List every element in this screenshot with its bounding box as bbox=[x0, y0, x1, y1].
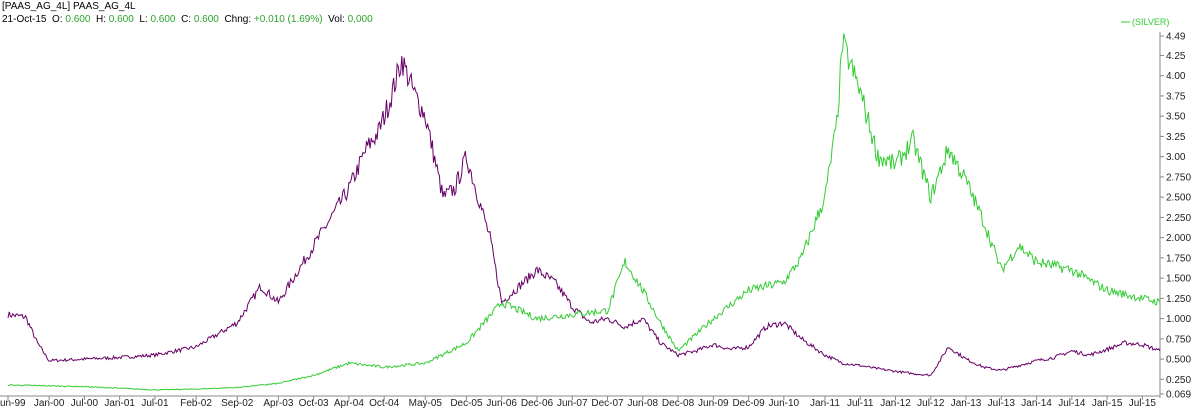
x-tick-label: Apr-03 bbox=[263, 398, 293, 409]
close-value: 0.600 bbox=[193, 14, 219, 25]
x-tick-label: Dec-05 bbox=[450, 398, 483, 409]
y-tick-label: 2.000 bbox=[1166, 233, 1191, 244]
x-tick-label: Jan-13 bbox=[951, 398, 982, 409]
x-tick-label: Jul-13 bbox=[988, 398, 1016, 409]
y-tick-label: 0.069 bbox=[1166, 390, 1191, 401]
x-tick-label: un-99 bbox=[0, 398, 26, 409]
x-tick-label: Jan-14 bbox=[1021, 398, 1052, 409]
legend-label: (SILVER) bbox=[1132, 17, 1169, 27]
x-tick-label: Jan-11 bbox=[810, 398, 840, 409]
x-tick-label: Jan-12 bbox=[880, 398, 911, 409]
low-value: 0.600 bbox=[150, 14, 176, 25]
y-tick-label: 1.250 bbox=[1166, 294, 1191, 305]
series-lines bbox=[7, 33, 1161, 391]
close-label: C: bbox=[181, 14, 192, 25]
y-tick-label: 4.25 bbox=[1166, 51, 1186, 62]
x-tick-label: Dec-06 bbox=[521, 398, 554, 409]
y-tick-label: 0.250 bbox=[1166, 375, 1191, 386]
volume-value: 0,000 bbox=[347, 14, 373, 25]
high-value: 0.600 bbox=[108, 14, 134, 25]
x-tick-label: Jul-11 bbox=[847, 398, 874, 409]
x-tick-label: Apr-04 bbox=[334, 398, 364, 409]
x-tick-label: Jan-00 bbox=[34, 398, 65, 409]
y-tick-label: 3.25 bbox=[1166, 132, 1186, 143]
x-tick-label: Jul-15 bbox=[1129, 398, 1157, 409]
x-tick-label: Jul-01 bbox=[141, 398, 169, 409]
x-tick-label: Jun-08 bbox=[627, 398, 658, 409]
y-tick-label: 2.250 bbox=[1166, 213, 1191, 224]
x-tick-label: Jan-01 bbox=[104, 398, 135, 409]
change-label: Chng: bbox=[224, 14, 252, 25]
y-tick-label: 2.750 bbox=[1166, 172, 1191, 183]
x-tick-label: Sep-02 bbox=[221, 398, 254, 409]
legend: (SILVER) bbox=[1121, 17, 1169, 27]
y-tick-label: 3.50 bbox=[1166, 112, 1186, 123]
series-line-0 bbox=[7, 55, 1161, 377]
y-tick-label: 1.000 bbox=[1166, 314, 1191, 325]
y-tick-label: 3.00 bbox=[1166, 152, 1186, 163]
x-tick-label: Jun-10 bbox=[769, 398, 800, 409]
x-tick-label: Jan-15 bbox=[1092, 398, 1123, 409]
x-tick-label: Jul-14 bbox=[1058, 398, 1086, 409]
readout-date: 21-Oct-15 bbox=[2, 14, 47, 25]
volume-label: Vol: bbox=[328, 14, 345, 25]
open-value: 0.600 bbox=[65, 14, 91, 25]
y-tick-label: 0.500 bbox=[1166, 355, 1191, 366]
chart-symbol-title: [PAAS_AG_4L] PAAS_AG_4L bbox=[2, 1, 136, 12]
x-tick-label: Jul-00 bbox=[71, 398, 99, 409]
x-tick-label: Jul-12 bbox=[917, 398, 945, 409]
x-tick-label: May-05 bbox=[409, 398, 443, 409]
x-axis: un-99 Jan-00 Jul-00 Jan-01 Jul-01 Feb-02 Sep-0… bbox=[0, 395, 1160, 409]
x-tick-label: Feb-02 bbox=[180, 398, 212, 409]
y-axis: 4.49 4.25 4.00 3.75 3.50 3.25 3.00 2.750 2.500 2.… bbox=[1159, 32, 1191, 401]
x-tick-label: Jun-09 bbox=[698, 398, 729, 409]
series-line-1 bbox=[8, 33, 1161, 391]
low-label: L: bbox=[139, 14, 148, 25]
x-tick-label: Dec-08 bbox=[662, 398, 695, 409]
x-tick-label: Jun-06 bbox=[486, 398, 517, 409]
x-tick-label: Jun-07 bbox=[557, 398, 588, 409]
y-tick-label: 1.750 bbox=[1166, 253, 1191, 264]
x-tick-label: Oct-03 bbox=[299, 398, 329, 409]
open-label: O: bbox=[52, 14, 63, 25]
y-tick-label: 0.750 bbox=[1166, 334, 1191, 345]
y-tick-label: 4.00 bbox=[1166, 71, 1186, 82]
x-tick-label: Oct-04 bbox=[369, 398, 399, 409]
x-tick-label: Dec-07 bbox=[591, 398, 624, 409]
y-tick-label: 3.75 bbox=[1166, 91, 1186, 102]
y-tick-label: 1.500 bbox=[1166, 274, 1191, 285]
y-tick-label: 4.49 bbox=[1166, 32, 1186, 43]
y-tick-label: 2.500 bbox=[1166, 193, 1191, 204]
x-tick-label: Dec-09 bbox=[732, 398, 765, 409]
high-label: H: bbox=[95, 14, 106, 25]
ohlc-readout: 21-Oct-15 O: 0.600 H: 0.600 L: 0.600 C: … bbox=[2, 14, 373, 26]
change-value: +0.010 (1.69%) bbox=[253, 14, 323, 25]
